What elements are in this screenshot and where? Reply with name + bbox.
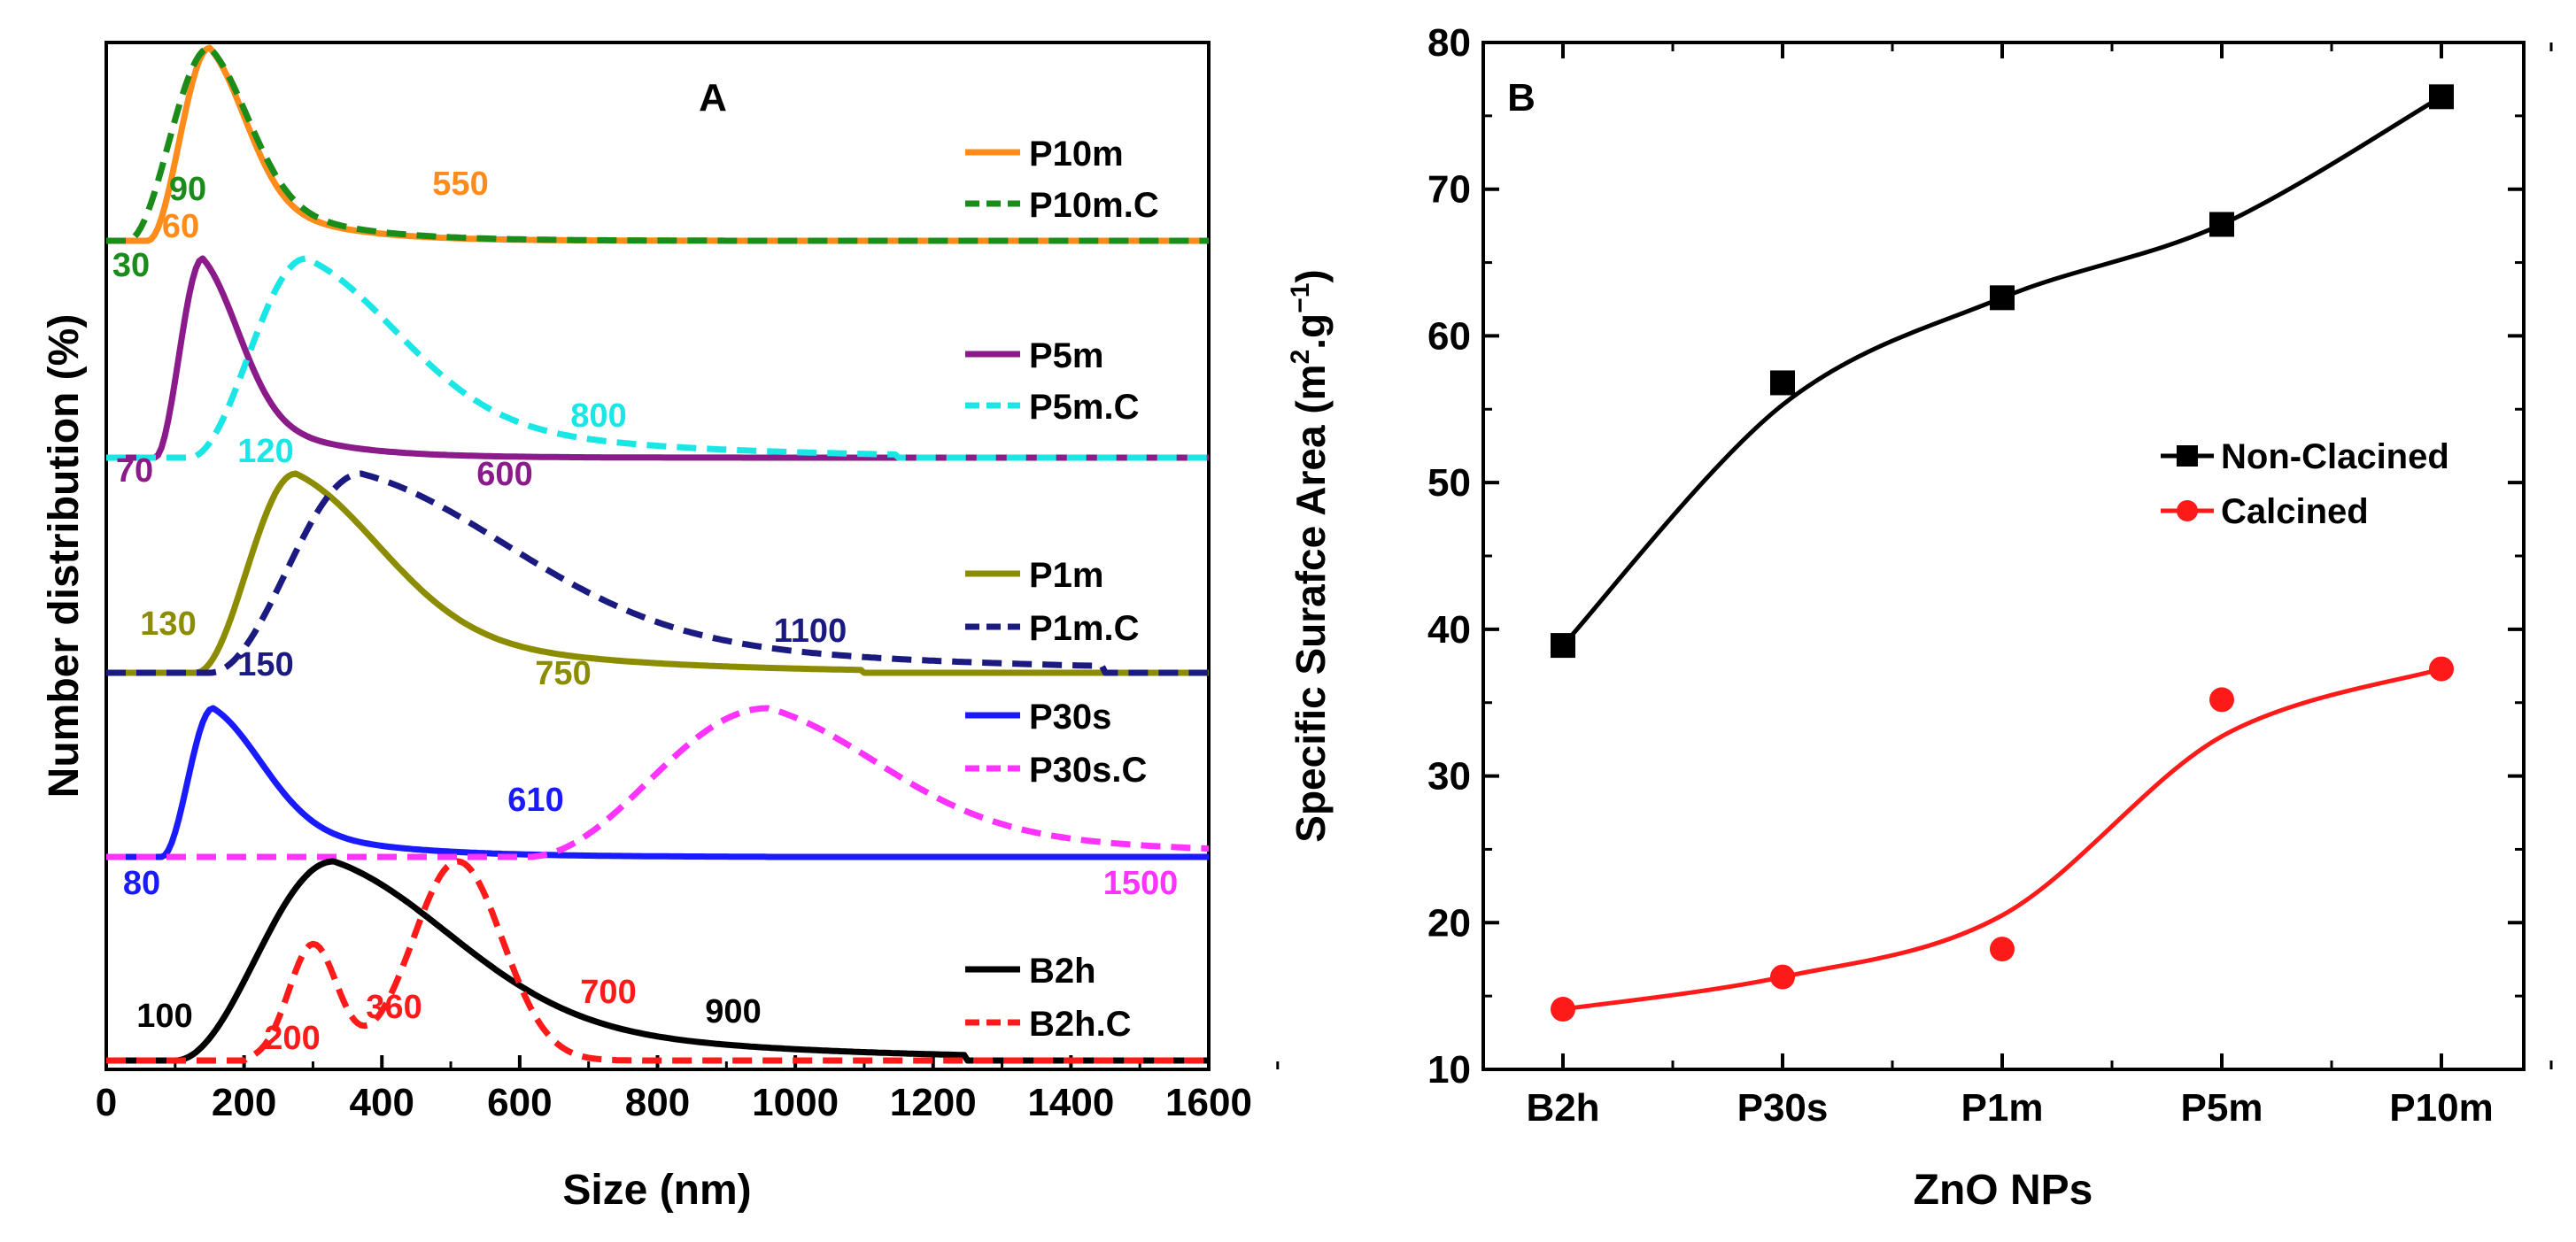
a-series-p1m-c: [106, 470, 1209, 676]
panel-a-curves: [106, 44, 1210, 1064]
b-ytick-label: 30: [1427, 755, 1471, 798]
a-xtick-label: 200: [212, 1081, 276, 1124]
panel-b-title: B: [1507, 76, 1536, 120]
b-point-non-clacined: [1770, 370, 1795, 396]
b-point-calcined: [2209, 687, 2234, 713]
a-annotation-label: 120: [237, 433, 293, 470]
a-annotation-label: 60: [162, 208, 199, 245]
panel-a-xlabel: Size (nm): [562, 1167, 751, 1214]
b-ytick-label: 40: [1427, 608, 1471, 652]
panel-a-ylabel: Number distribution (%): [41, 314, 88, 798]
a-xtick-label: 800: [625, 1081, 690, 1124]
b-ytick-label: 70: [1427, 168, 1471, 212]
b-point-non-clacined: [2429, 84, 2454, 110]
a-annotation-label: 100: [136, 998, 192, 1035]
panel-b-ylabel-mid: .g: [1288, 313, 1334, 350]
a-annotation-label: 1500: [1103, 865, 1179, 902]
a-annotation-label: 600: [476, 456, 532, 493]
panel-b-xticks: B2h P30s P1m P5m P10m: [1526, 42, 2553, 1130]
panel-b-xlabel: ZnO NPs: [1914, 1167, 2093, 1214]
b-point-non-clacined: [2209, 212, 2234, 237]
panel-b-ylabel-sup: 2: [1286, 350, 1315, 365]
b-point-calcined: [1770, 964, 1795, 990]
b-xtick-label: P1m: [1961, 1086, 2044, 1130]
a-legend-label: P1m: [1029, 556, 1104, 595]
b-point-non-clacined: [1551, 633, 1575, 659]
b-legend-label: Calcined: [2221, 492, 2369, 531]
a-xtick-label: 1400: [1027, 1081, 1114, 1124]
b-point-calcined: [2429, 656, 2454, 682]
b-ytick-label: 80: [1427, 21, 1471, 65]
panel-b-yticks: 10 20 30 40 50 60 70 80: [1427, 21, 2524, 1092]
b-legend-marker: [2177, 445, 2198, 467]
a-xtick-label: 600: [487, 1081, 552, 1124]
b-ytick-label: 50: [1427, 461, 1471, 505]
a-annotation-label: 550: [432, 166, 488, 203]
b-point-calcined: [1990, 937, 2015, 962]
a-xtick-label: 1200: [890, 1081, 977, 1124]
a-series-p5m-c: [106, 255, 1209, 461]
a-series-b2h: [106, 858, 1209, 1064]
a-series-p30s-c: [106, 705, 1210, 860]
b-point-non-clacined: [1990, 285, 2015, 311]
a-legend-label: P30s.C: [1029, 751, 1147, 790]
b-ytick-label: 60: [1427, 314, 1471, 358]
a-legend-label: B2h: [1029, 952, 1096, 991]
a-legend-label: P1m.C: [1029, 609, 1140, 648]
a-legend-label: B2h.C: [1029, 1005, 1132, 1044]
a-annotation-label: 80: [123, 865, 160, 902]
a-xtick-label: 400: [350, 1081, 414, 1124]
a-series-p1m: [106, 470, 1209, 676]
a-annotation-label: 750: [535, 655, 591, 692]
b-xtick-label: P10m: [2389, 1086, 2493, 1130]
a-legend-label: P10m: [1029, 135, 1124, 174]
b-xtick-label: P30s: [1737, 1086, 1829, 1130]
a-xtick-label: 1000: [752, 1081, 839, 1124]
a-annotation-label: 30: [112, 247, 150, 284]
panel-b: B ZnO NPs Specific Surafce Area (m2.g−1)…: [1286, 21, 2553, 1214]
a-series-p10m-c: [106, 44, 1209, 244]
a-series-p30s: [106, 705, 1209, 860]
panel-b-ylabel: Specific Surafce Area (m2.g−1): [1286, 269, 1334, 842]
a-annotation-label: 90: [169, 171, 206, 208]
a-annotation-label: 360: [366, 989, 422, 1026]
a-annotation-label: 150: [237, 646, 293, 683]
b-fit-line-non-clacined: [1561, 95, 2443, 647]
a-annotation-label: 200: [264, 1020, 320, 1057]
panel-a-legends: P10m P10m.C P5m P5m.C P1m P1m.C P30s P30s.C B2h B…: [965, 135, 1159, 1044]
a-legend-label: P10m.C: [1029, 186, 1159, 225]
panel-b-ylabel-sup2: −1: [1286, 283, 1315, 313]
a-xtick-label: 0: [96, 1081, 117, 1124]
b-ytick-label: 20: [1427, 901, 1471, 945]
a-series-b2h-c: [106, 858, 1209, 1064]
panel-a-title: A: [699, 76, 727, 120]
b-xtick-label: B2h: [1526, 1086, 1599, 1130]
a-annotation-label: 800: [570, 397, 626, 435]
panel-b-ylabel-main: Specific Surafce Area (m: [1288, 364, 1334, 842]
panel-b-series: [1551, 84, 2454, 1022]
panel-b-legend: Non-Clacined Calcined: [2161, 437, 2449, 531]
a-annotation-label: 700: [580, 974, 636, 1011]
b-point-calcined: [1551, 997, 1575, 1022]
b-fit-line-calcined: [1562, 667, 2442, 1012]
b-legend-label: Non-Clacined: [2221, 437, 2449, 476]
panel-a: A Size (nm) Number distribution (%) 0 200…: [41, 41, 1280, 1214]
a-annotation-label: 900: [705, 993, 761, 1030]
a-legend-label: P30s: [1029, 698, 1111, 737]
a-legend-label: P5m: [1029, 336, 1104, 375]
a-annotation-label: 610: [507, 782, 563, 819]
a-xtick-label: 1600: [1165, 1081, 1252, 1124]
b-legend-marker: [2177, 500, 2198, 521]
a-annotation-label: 70: [116, 452, 153, 490]
b-xtick-label: P5m: [2181, 1086, 2263, 1130]
panel-b-ylabel-end: ): [1288, 269, 1334, 282]
panel-a-xticks: 0 200 400 600 800 1000 1200 1400 1600: [96, 1055, 1280, 1124]
a-annotation-label: 130: [140, 606, 196, 643]
b-ytick-label: 10: [1427, 1048, 1471, 1092]
a-annotation-label: 1100: [774, 613, 847, 650]
a-legend-label: P5m.C: [1029, 388, 1140, 427]
